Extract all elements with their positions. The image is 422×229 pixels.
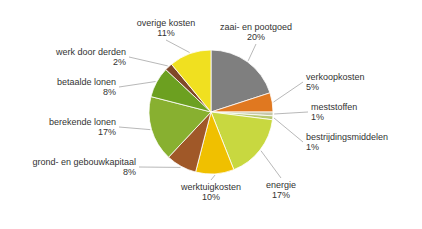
value-label: 2% [113,57,126,67]
slice-label: energie17% [266,180,296,200]
chart-container: zaai- en pootgoed20% verkoopkosten5% mests… [0,0,422,229]
slice-label: werk door derden2% [55,47,126,67]
pie-slice [211,93,273,112]
slice-label: betaalde lonen8% [57,77,116,97]
leader-lines [119,40,308,180]
labels: zaai- en pootgoed20% verkoopkosten5% mests… [32,18,388,202]
leader-line [139,167,181,168]
slice-label: meststoffen1% [311,102,357,122]
category-label: betaalde lonen [57,77,116,87]
value-label: 1% [306,142,319,152]
leader-line [274,112,308,114]
category-label: zaai- en pootgoed [220,22,292,32]
category-label: grond- en gebouwkapitaal [32,157,136,167]
value-label: 17% [98,127,116,137]
leader-line [166,40,190,53]
slice-label: zaai- en pootgoed20% [220,22,292,42]
leader-line [273,82,303,102]
category-label: werk door derden [55,47,126,57]
value-label: 11% [157,28,174,38]
slice-label: verkoopkosten5% [306,72,365,92]
category-label: meststoffen [311,102,357,112]
slice-label: berekende lonen17% [49,117,116,137]
leader-line [129,57,168,66]
leader-line [119,82,156,87]
value-label: 20% [247,32,265,42]
value-label: 1% [311,112,324,122]
slice-label: werktuigkosten10% [180,182,241,202]
value-label: 8% [123,167,136,177]
pie-chart: zaai- en pootgoed20% verkoopkosten5% mests… [0,0,422,229]
category-label: berekende lonen [49,117,116,127]
leader-line [211,175,215,180]
pie-slice [171,50,211,112]
leader-line [261,151,281,178]
leader-line [248,44,256,61]
category-label: energie [266,180,296,190]
slices [149,50,273,174]
category-label: werktuigkosten [180,182,241,192]
slice-label: grond- en gebouwkapitaal8% [32,157,136,177]
category-label: overige kosten [137,18,196,28]
slice-label: overige kosten11% [137,18,196,38]
value-label: 10% [202,192,220,202]
category-label: bestrijdingsmiddelen [306,132,388,142]
value-label: 8% [103,87,116,97]
leader-line [274,118,303,142]
category-label: verkoopkosten [306,72,365,82]
slice-label: bestrijdingsmiddelen1% [306,132,388,152]
leader-line [119,127,150,130]
value-label: 5% [306,82,319,92]
value-label: 17% [272,190,290,200]
